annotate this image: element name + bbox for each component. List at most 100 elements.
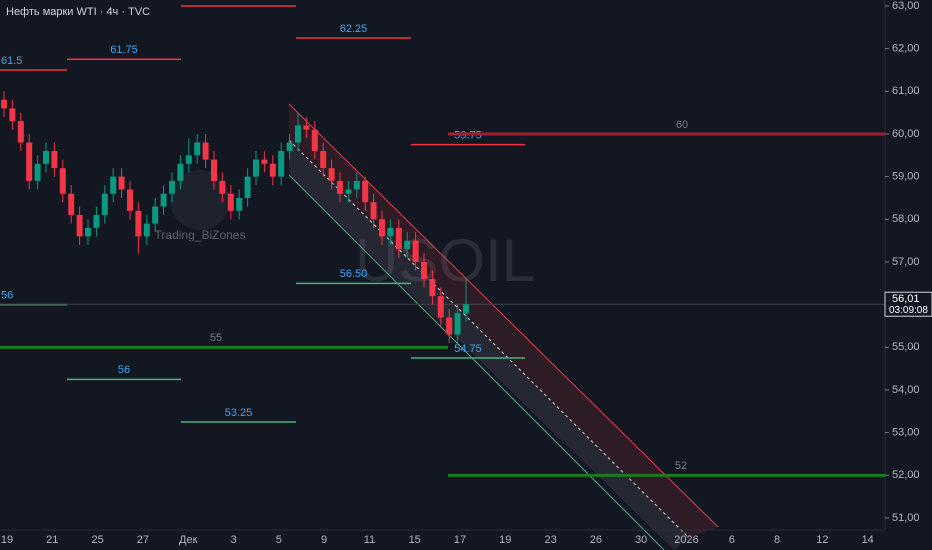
major-level-label: 55 [210,332,222,344]
y-tick-label: 58,00 [892,213,920,225]
level-label: 53.25 [225,407,253,419]
candle-body [76,215,83,237]
candle-body [244,176,251,198]
logo-text: Trading_BiZones [155,228,246,242]
candle-body [1,99,7,109]
candle-body [261,159,268,164]
candle-body [353,180,360,190]
x-tick-label: 25 [91,534,103,546]
chart-title: Нефть марки WTI · 4ч · TVC [6,6,150,18]
last-price-box [884,291,932,317]
x-tick-label: 30 [635,534,647,546]
y-tick-label: 55,00 [892,341,920,353]
candle-body [328,168,335,181]
candle-body [152,206,159,224]
candle-body [93,215,100,228]
x-tick-label: 15 [409,534,421,546]
x-tick-label: 12 [816,534,828,546]
level-label: 59.75 [454,130,482,142]
candle-body [320,151,327,169]
candle-body [34,163,41,181]
channel-lower [289,140,689,550]
x-tick-label: 11 [364,534,375,546]
channel-bottom [288,174,665,550]
x-tick-label: 6 [729,534,735,546]
candle-body [143,223,150,237]
channel-mid [288,139,690,539]
y-tick-label: 62,00 [892,43,920,55]
candle-body [269,163,276,177]
x-tick-label: Дек [179,534,198,546]
x-tick-label: 14 [862,534,874,546]
candle-body [370,202,377,220]
y-tick-label: 59,00 [892,171,920,183]
candle-body [236,197,243,211]
channel-upper [289,104,718,538]
candle-body [219,180,226,194]
candle-body [446,317,453,335]
candle-body [202,142,209,160]
x-tick-label: 26 [590,534,602,546]
candle-body [85,227,91,237]
candle-body [463,304,469,314]
candle-body [303,125,310,130]
candle-body [9,108,16,122]
major-level-label: 52 [675,460,687,472]
candle-body [286,142,293,152]
last-price-label: 56,01 [892,293,920,305]
y-tick-label: 60,00 [892,128,920,140]
candle-body [194,142,201,156]
x-tick-label: 5 [276,534,282,546]
candle-body [437,296,444,318]
level-label: 61.5 [1,55,22,67]
y-tick-label: 61,00 [892,85,920,97]
x-tick-label: 19 [1,534,13,546]
y-tick-label: 51,00 [892,512,920,524]
y-tick-label: 53,00 [892,427,920,439]
x-tick-label: 21 [46,534,58,546]
candle-body [127,189,133,211]
candle-body [169,180,175,194]
candle-body [311,129,318,152]
level-label: 56 [1,290,13,302]
candle-body [295,125,301,143]
candle-body [227,193,234,211]
price-axis [885,0,932,550]
x-tick-label: 8 [774,534,780,546]
candle-body [185,155,192,164]
x-tick-label: 23 [544,534,556,546]
y-tick-label: 54,00 [892,384,920,396]
x-tick-label: 17 [454,534,466,546]
candle-body [118,176,125,190]
candle-body [160,193,167,207]
y-tick-label: 63,00 [892,0,920,12]
candle-body [110,176,117,194]
candle-body [211,159,217,181]
candle-body [101,193,108,216]
channel-top [288,103,719,528]
candle-body [177,163,184,181]
level-label: 61.75 [110,44,138,56]
candle-body [337,180,343,194]
level-label: 54.75 [454,343,482,355]
x-tick-label: 3 [230,534,236,546]
level-label: 62.25 [340,23,368,35]
candle-body [59,168,66,194]
back-layer: USOIL Trading_BiZones [155,103,719,550]
x-tick-label: 27 [137,534,149,546]
candle-body [404,240,411,250]
candle-body [26,142,33,181]
candle-body [253,159,259,177]
candle-body [278,151,285,177]
candle-body [387,227,394,237]
x-tick-label: 9 [321,534,327,546]
level-label: 56.50 [340,268,368,280]
candle-body [51,151,58,169]
level-label: 63 [232,0,244,3]
y-tick-label: 52,00 [892,469,920,481]
candle-body [395,227,402,250]
major-level-label: 60 [676,119,688,131]
candle-body [68,193,75,216]
